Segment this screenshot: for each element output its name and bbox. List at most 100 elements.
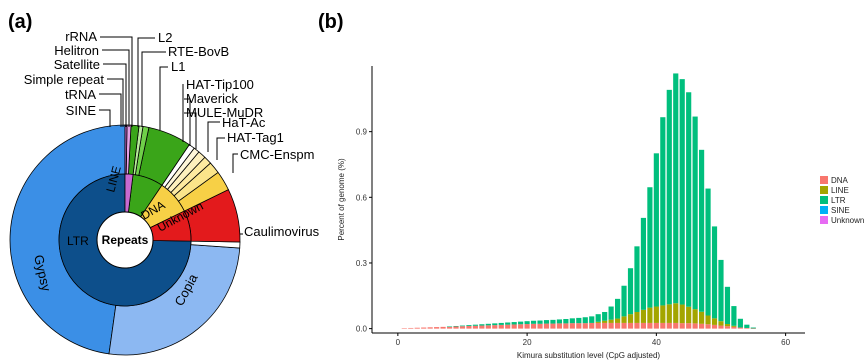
- callout-lines: [99, 36, 243, 235]
- callout-label-hat-tag1: HAT-Tag1: [227, 130, 284, 145]
- y-ticks: 0.0 0.3 0.6 0.9: [356, 128, 372, 334]
- bar-dna: [563, 323, 569, 329]
- bar-dna: [401, 328, 407, 329]
- bar-dna: [569, 323, 575, 329]
- callout-label-hat-tip100: HAT-Tip100: [186, 77, 254, 92]
- legend-swatch-ltr: [820, 196, 828, 204]
- bar-line: [699, 311, 705, 324]
- bar-line: [634, 311, 640, 323]
- bar-dna: [479, 325, 485, 329]
- bar-ltr: [485, 323, 491, 326]
- bar-ltr: [608, 306, 614, 320]
- bar-dna: [744, 327, 750, 329]
- bar-dna: [724, 326, 731, 329]
- bar-dna: [550, 323, 556, 329]
- bar-dna: [692, 323, 698, 329]
- bar-line: [647, 307, 653, 323]
- callout-line-sine: [99, 109, 111, 127]
- callout-label-helitron: Helitron: [54, 43, 99, 58]
- bar-dna: [634, 322, 640, 329]
- bar-ltr: [498, 322, 504, 325]
- x-axis-label: Kimura substitution level (CpG adjusted): [517, 351, 661, 360]
- bar-line: [653, 306, 659, 323]
- callout-line-mule: [184, 112, 197, 149]
- bar-ltr: [530, 320, 537, 324]
- bar-dna: [453, 326, 459, 329]
- bar-ltr: [576, 317, 582, 324]
- bar-dna: [582, 323, 588, 329]
- donut-center: [96, 211, 154, 269]
- bar-dna: [666, 322, 672, 329]
- bar-ltr: [556, 319, 563, 324]
- y-tick-label: 0.9: [356, 128, 368, 137]
- bar-ltr: [686, 92, 692, 307]
- bar-dna: [737, 327, 743, 329]
- bar-dna: [518, 324, 524, 329]
- bar-ltr: [479, 324, 485, 326]
- bar-line: [705, 315, 711, 325]
- callout-label-l1: L1: [171, 59, 185, 74]
- bar-dna: [459, 326, 466, 329]
- legend-label-line: LINE: [831, 186, 849, 195]
- bar-dna: [647, 322, 653, 329]
- bar-dna: [414, 327, 420, 329]
- bar-ltr: [459, 325, 466, 327]
- legend-label-dna: DNA: [831, 176, 849, 185]
- bar-ltr: [731, 306, 737, 326]
- bar-dna: [492, 325, 498, 329]
- inner-label-ltr: LTR: [67, 234, 89, 248]
- bar-dna: [434, 327, 440, 329]
- bar-dna: [686, 323, 692, 329]
- bar-dna: [505, 324, 511, 329]
- bar-dna: [699, 323, 705, 329]
- bar-dna: [718, 325, 724, 329]
- bar-ltr: [582, 317, 588, 324]
- bar-dna: [608, 322, 614, 329]
- legend-label-sine: SINE: [831, 206, 850, 215]
- bar-line: [731, 325, 737, 327]
- callout-label-satellite: Satellite: [54, 57, 100, 72]
- bar-ltr: [640, 217, 647, 310]
- bar-dna: [731, 326, 737, 329]
- bar-dna: [537, 323, 543, 329]
- bar-dna: [679, 323, 685, 329]
- bar-dna: [466, 325, 472, 329]
- bar-ltr: [660, 117, 666, 306]
- bar-ltr: [627, 268, 634, 315]
- callout-label-simple-repeat: Simple repeat: [24, 72, 105, 87]
- bar-ltr: [550, 319, 556, 324]
- y-tick-label: 0.0: [356, 325, 368, 334]
- bar-dna: [556, 323, 563, 329]
- callout-label-cmc-enspm: CMC-Enspm: [240, 147, 314, 162]
- bar-ltr: [543, 320, 550, 324]
- callout-line-maverick: [184, 98, 191, 146]
- bar-line: [666, 304, 672, 323]
- y-axis-label: Percent of genome (%): [337, 158, 346, 241]
- x-tick-label: 0: [396, 338, 401, 347]
- callout-label-l2: L2: [158, 30, 172, 45]
- callout-line-simple-repeat: [107, 78, 124, 127]
- bar-ltr: [666, 89, 672, 305]
- bar-ltr: [699, 149, 705, 312]
- bar-ltr: [718, 259, 724, 322]
- callout-line-hatac: [207, 121, 220, 152]
- y-tick-label: 0.3: [356, 259, 368, 268]
- bar-line: [718, 321, 724, 326]
- bar-dna: [427, 327, 433, 329]
- inner-label-line: LINE: [103, 164, 123, 193]
- bar-ltr: [511, 322, 517, 325]
- callout-line-l1: [159, 66, 168, 130]
- bar-line: [608, 319, 614, 323]
- bar-ltr: [518, 321, 524, 325]
- callout-label-sine: SINE: [66, 103, 97, 118]
- bar-ltr: [466, 325, 472, 326]
- outer-label-caulimovirus: Caulimovirus: [244, 224, 320, 239]
- bar-line: [673, 303, 679, 323]
- bar-dna: [750, 328, 756, 329]
- bar-line: [640, 309, 647, 323]
- bar-ltr: [679, 79, 685, 305]
- bar-dna: [446, 326, 453, 329]
- bar-line: [627, 314, 634, 323]
- callout-line-satellite: [103, 63, 127, 127]
